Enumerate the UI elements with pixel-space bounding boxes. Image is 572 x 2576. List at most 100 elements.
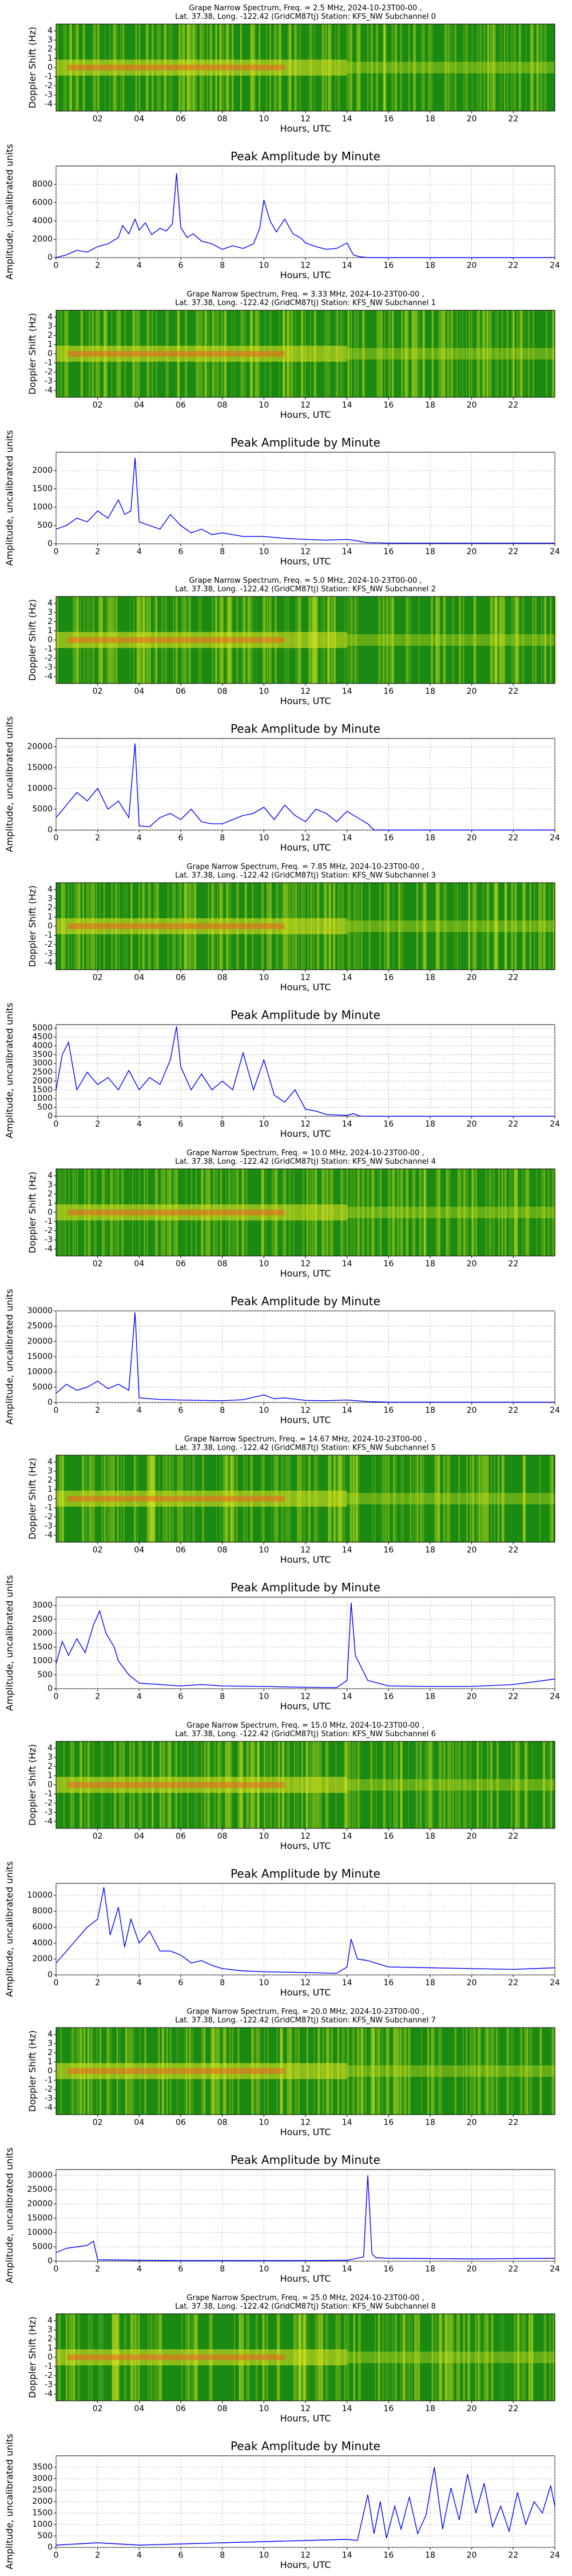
spectrogram-stripe [501, 1169, 503, 1256]
x-tick-label: 24 [550, 1978, 560, 1988]
x-tick-label: 2 [95, 547, 100, 556]
x-tick-label: 22 [508, 1978, 518, 1988]
spectrogram-stripe [502, 310, 503, 397]
spectrogram-stripe [495, 596, 496, 683]
x-tick-label: 02 [93, 2404, 103, 2413]
spectrogram-stripe [382, 596, 385, 683]
spectrogram-stripe [492, 1169, 494, 1256]
spectrogram-stripe [402, 2314, 405, 2401]
y-tick-label: 3 [47, 1753, 53, 1762]
spectrogram-stripe [370, 1741, 372, 1828]
y-tick-label: 20000 [27, 742, 53, 752]
x-tick-label: 16 [383, 114, 394, 124]
spectrogram-stripe [446, 2314, 448, 2401]
spectrogram-stripe [357, 1169, 360, 1256]
y-tick-label: 1 [47, 626, 53, 635]
y-axis-label: Amplitude, uncalibrated units [4, 2433, 15, 2569]
x-tick-label: 08 [217, 2118, 228, 2127]
y-tick-label: 2 [47, 45, 53, 54]
spectrogram-stripe [400, 1741, 402, 1828]
amplitude-title: Peak Amplitude by Minute [231, 1581, 380, 1594]
spectrogram-stripe [394, 2028, 396, 2115]
spectrogram-stripe [389, 1169, 391, 1256]
spectrogram-stripe [483, 310, 486, 397]
x-tick-label: 16 [383, 1978, 394, 1988]
spectrogram-peak-band [67, 637, 285, 643]
spectrogram-title-line2: Lat. 37.38, Long. -122.42 (GridCM87tj) S… [175, 2302, 436, 2311]
x-tick-label: 18 [425, 833, 435, 843]
spectrogram-stripe [438, 1455, 440, 1542]
x-tick-label: 2 [95, 1692, 100, 1701]
spectrogram-stripe [430, 596, 434, 683]
spectrogram-stripe [406, 310, 409, 397]
spectrogram-stripe [495, 596, 496, 683]
y-tick-label: -4 [45, 100, 53, 109]
spectrogram-stripe [539, 883, 542, 970]
spectrogram-stripe [416, 883, 419, 970]
x-tick-label: 20 [467, 833, 477, 843]
y-tick-label: 1500 [32, 2508, 53, 2518]
spectrogram-stripe [429, 24, 432, 111]
spectrogram-stripe [392, 1455, 396, 1542]
spectrogram-stripe [438, 310, 440, 397]
x-tick-label: 02 [93, 1259, 103, 1269]
spectrogram-stripe [434, 1455, 437, 1542]
spectrogram-stripe [431, 2028, 434, 2115]
y-tick-label: -4 [45, 1531, 53, 1540]
spectrogram-stripe [536, 24, 539, 111]
x-tick-label: 20 [467, 261, 477, 270]
spectrogram-title-line2: Lat. 37.38, Long. -122.42 (GridCM87tj) S… [175, 871, 436, 880]
x-tick-label: 18 [425, 401, 435, 410]
spectrogram-stripe [484, 2028, 486, 2115]
x-tick-label: 4 [137, 2265, 142, 2274]
x-tick-label: 16 [383, 261, 394, 270]
spectrogram-stripe [354, 1455, 355, 1542]
spectrogram-stripe [399, 2028, 402, 2115]
spectrogram-stripe [475, 2314, 477, 2401]
spectrogram-stripe [529, 883, 531, 970]
spectrogram-panel-6: Grape Narrow Spectrum, Freq. = 15.0 MHz,… [27, 1721, 555, 1851]
spectrogram-stripe [525, 1741, 528, 1828]
x-tick-label: 10 [259, 1259, 269, 1269]
spectrogram-peak-band [67, 1210, 285, 1215]
spectrogram-stripe [515, 1741, 518, 1828]
spectrogram-stripe [463, 2314, 464, 2401]
spectrogram-stripe [526, 1741, 529, 1828]
x-tick-label: 0 [54, 1692, 59, 1701]
spectrogram-stripe [349, 24, 351, 111]
spectrogram-stripe [439, 596, 440, 683]
spectrogram-stripe [443, 1455, 446, 1542]
spectrogram-stripe [550, 596, 552, 683]
spectrogram-stripe [348, 310, 349, 397]
spectrogram-stripe [350, 883, 351, 970]
y-axis-label: Amplitude, uncalibrated units [4, 1575, 15, 1710]
spectrogram-stripe [423, 883, 426, 970]
spectrogram-stripe [445, 2314, 448, 2401]
spectrogram-stripe [468, 883, 470, 970]
x-tick-label: 8 [220, 547, 225, 556]
x-tick-label: 08 [217, 687, 228, 696]
spectrogram-stripe [357, 1741, 359, 1828]
spectrogram-band-late [347, 62, 555, 73]
spectrogram-stripe [349, 1741, 351, 1828]
x-tick-label: 12 [300, 2265, 311, 2274]
amplitude-title: Peak Amplitude by Minute [231, 1867, 380, 1880]
spectrogram-stripe [372, 2028, 375, 2115]
x-tick-label: 24 [550, 1406, 560, 1415]
y-tick-label: 500 [37, 1103, 53, 1112]
spectrogram-stripe [522, 596, 525, 683]
spectrogram-stripe [423, 1169, 426, 1256]
spectrogram-stripe [490, 2028, 493, 2115]
x-tick-label: 10 [259, 687, 269, 696]
y-tick-label: 2000 [32, 1076, 53, 1085]
x-tick-label: 4 [137, 1978, 142, 1988]
x-tick-label: 24 [550, 261, 560, 270]
x-tick-label: 22 [508, 114, 518, 124]
spectrogram-stripe [432, 1741, 434, 1828]
y-tick-label: 0 [47, 825, 53, 835]
spectrogram-stripe [467, 2314, 470, 2401]
spectrogram-stripe [539, 2028, 542, 2115]
x-tick-label: 22 [508, 1120, 518, 1129]
spectrogram-stripe [520, 310, 523, 397]
